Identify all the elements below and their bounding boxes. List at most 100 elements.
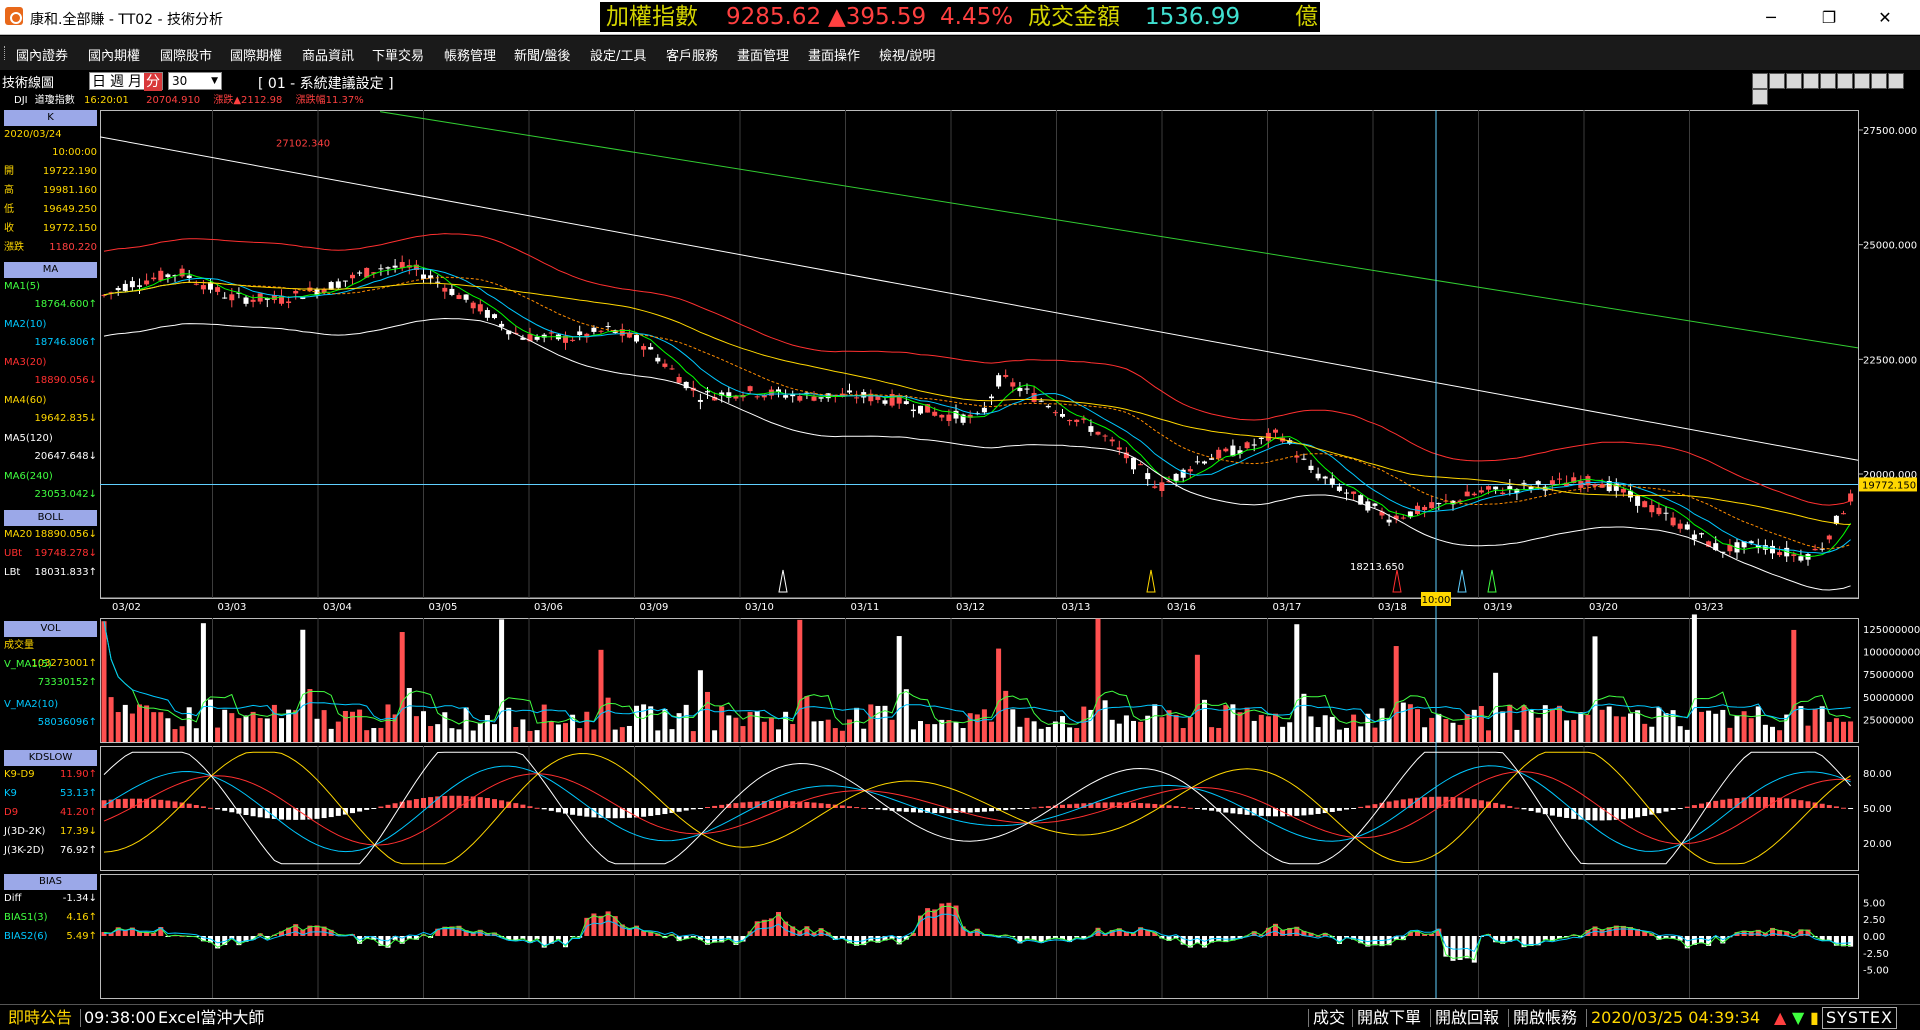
- kd-bar-negative: [1528, 808, 1534, 812]
- menu-account[interactable]: 帳務管理: [444, 49, 497, 64]
- print-icon[interactable]: [1888, 73, 1904, 89]
- kd-bar-positive: [1415, 797, 1420, 808]
- volume-bar-down: [783, 711, 789, 742]
- volume-bar-down: [534, 730, 540, 742]
- kd-bar-positive: [378, 806, 384, 808]
- volume-bar-down: [1329, 716, 1335, 742]
- period-day[interactable]: 日: [92, 74, 106, 90]
- open-order-button[interactable]: 開啟下單: [1357, 1008, 1422, 1027]
- vol-label: 成交量: [4, 640, 34, 651]
- kd-bar-positive: [1102, 802, 1108, 808]
- volume-bar-down: [492, 724, 497, 742]
- k-high: 高 19981.160: [4, 184, 97, 198]
- kd-bar-negative: [932, 808, 938, 814]
- volume-bar-down: [1308, 716, 1314, 742]
- trade-button[interactable]: 成交: [1313, 1008, 1346, 1027]
- kd-bar-positive: [513, 803, 519, 808]
- bias-bar-positive: [470, 931, 476, 936]
- open-report-button[interactable]: 開啟回報: [1435, 1008, 1500, 1027]
- boll-number: 18890.056: [34, 529, 89, 540]
- crosshair-icon[interactable]: [1752, 73, 1768, 89]
- kd-bar-positive: [1713, 800, 1719, 808]
- menu-trading[interactable]: 下單交易: [372, 49, 425, 64]
- bias-bar-negative: [1833, 936, 1839, 946]
- candle-up: [1486, 486, 1491, 490]
- zoom-in-bar-icon[interactable]: [1786, 73, 1802, 89]
- volume-bar-up: [1777, 730, 1783, 742]
- volume-bar-down: [1663, 713, 1669, 742]
- news-text[interactable]: Excel當沖大師: [158, 1008, 265, 1027]
- candle-up: [584, 333, 590, 338]
- kd-bar-negative: [1642, 808, 1648, 817]
- minimize-button[interactable]: ─: [1766, 8, 1776, 27]
- menu-intl-stocks[interactable]: 國際股市: [160, 49, 213, 64]
- period-minute[interactable]: 分: [144, 73, 162, 91]
- news-time: 09:38:00: [84, 1008, 156, 1027]
- candle-up: [1159, 482, 1165, 491]
- magnify-in-icon[interactable]: [1820, 73, 1836, 89]
- kd-bar-positive: [428, 797, 434, 808]
- bias-bar-positive: [974, 928, 980, 936]
- menu-intl-futures[interactable]: 國際期權: [230, 49, 283, 64]
- bias-bar-negative: [1535, 936, 1541, 946]
- j3k2d-line: [103, 751, 1851, 865]
- ma-number: 18890.056: [34, 375, 89, 386]
- volume-bar-up: [832, 728, 838, 742]
- menu-screen-ops[interactable]: 畫面操作: [808, 49, 861, 64]
- period-month[interactable]: 月: [128, 74, 142, 90]
- news-label[interactable]: 即時公告: [8, 1008, 73, 1027]
- bias-bar-negative: [697, 936, 703, 941]
- menu-product-info[interactable]: 商品資訊: [302, 49, 355, 64]
- bias-bar-positive: [1109, 930, 1115, 936]
- kd-bar-negative: [981, 808, 987, 812]
- bias-bar-negative: [1067, 936, 1073, 943]
- technical-chart[interactable]: 03/02 03/03 03/04 03/05 03/06 03/09 03/10 03/11…: [100, 106, 1920, 1004]
- ma5-line: [103, 265, 1852, 558]
- date-tick-label: 03/18: [1378, 602, 1407, 613]
- candle-down: [1798, 556, 1804, 561]
- open-account-button[interactable]: 開啟帳務: [1513, 1008, 1578, 1027]
- candle-down: [335, 281, 341, 288]
- volume-bar-up: [563, 723, 568, 742]
- candle-up: [1848, 493, 1854, 502]
- volume-bar-up: [1727, 727, 1733, 742]
- volume-bar-up: [250, 711, 256, 742]
- period-week[interactable]: 週: [110, 74, 124, 90]
- volume-bar-down: [1670, 710, 1676, 742]
- kd-bar-negative: [1202, 808, 1207, 810]
- kd-row: D9 41.20↑: [4, 806, 97, 820]
- close-button[interactable]: ✕: [1878, 8, 1892, 27]
- kd-bar-positive: [1691, 805, 1697, 808]
- volume-bar-up: [1244, 707, 1250, 742]
- volume-bar-up: [974, 714, 980, 742]
- kd-bar-negative: [328, 808, 334, 818]
- menu-news[interactable]: 新聞/盤後: [514, 49, 571, 64]
- vol-trend-arrow: ↑: [88, 658, 97, 669]
- menu-screen-manage[interactable]: 畫面管理: [737, 49, 790, 64]
- volume-bar-down: [1131, 720, 1136, 742]
- menu-domestic-securities[interactable]: 國內證券: [16, 49, 69, 64]
- magnify-out-icon[interactable]: [1803, 73, 1819, 89]
- volume-bar-up: [967, 713, 973, 742]
- volume-bar-down: [1706, 710, 1712, 742]
- menu-view-help[interactable]: 檢視/說明: [879, 49, 936, 64]
- turnover-label: 成交金額: [1028, 4, 1120, 30]
- chart-area[interactable]: 03/02 03/03 03/04 03/05 03/06 03/09 03/10 03/11…: [100, 106, 1920, 1004]
- zoom-out-bar-icon[interactable]: [1769, 73, 1785, 89]
- volume-bar-down: [186, 707, 192, 742]
- maximize-button[interactable]: ❐: [1821, 8, 1837, 27]
- settings-icon[interactable]: [1854, 73, 1870, 89]
- bias-bar-positive: [257, 933, 263, 936]
- close-chart-icon[interactable]: [1752, 89, 1768, 105]
- save-icon[interactable]: [1871, 73, 1887, 89]
- candle-up: [875, 396, 881, 400]
- candle-up: [563, 335, 568, 343]
- menu-domestic-futures[interactable]: 國內期權: [88, 49, 141, 64]
- candle-up: [946, 414, 952, 422]
- search-icon[interactable]: [1837, 73, 1853, 89]
- menu-settings[interactable]: 設定/工具: [590, 49, 647, 64]
- candle-up: [1649, 505, 1655, 513]
- volume-bar-up: [1393, 646, 1399, 742]
- menu-service[interactable]: 客戶服務: [666, 49, 719, 64]
- interval-dropdown[interactable]: 30 ▼: [168, 72, 222, 90]
